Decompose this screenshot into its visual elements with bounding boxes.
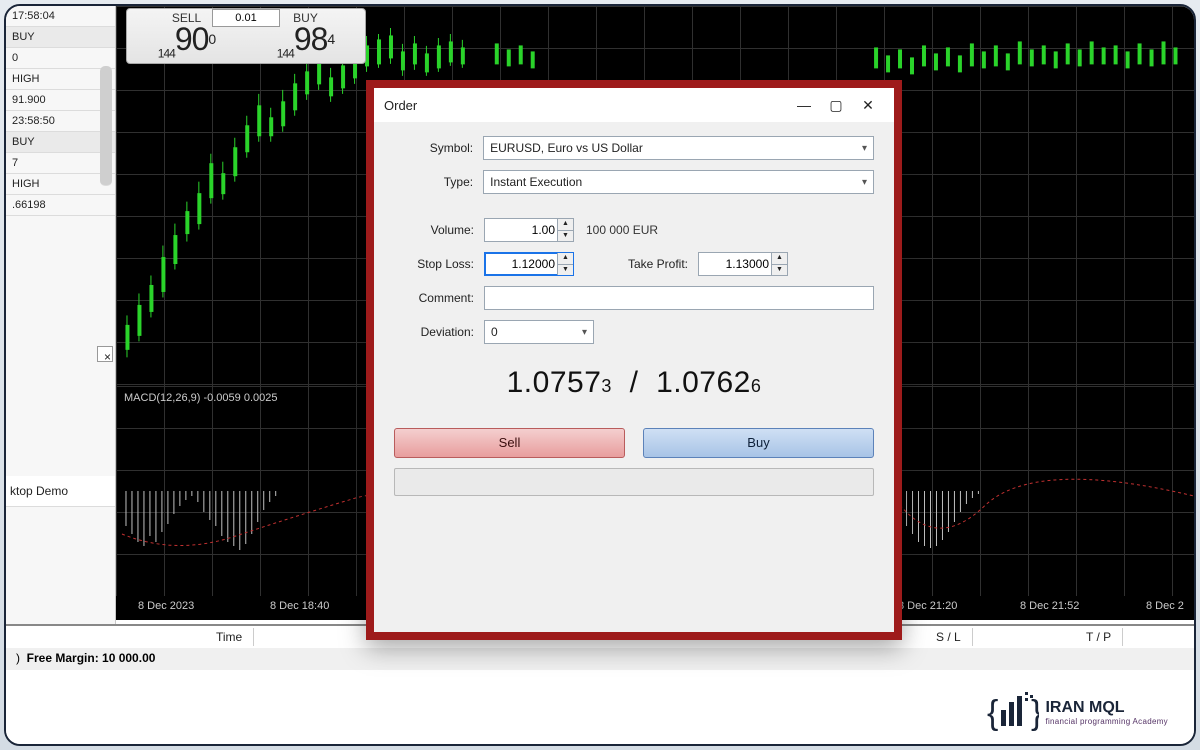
one-click-volume[interactable]: 0.01 (212, 9, 280, 27)
time-tick: 8 Dec 2 (1146, 600, 1184, 612)
symbol-value: EURUSD, Euro vs US Dollar (490, 141, 643, 155)
time-tick: 8 Dec 2023 (138, 600, 194, 612)
mw-buy-cell[interactable]: BUY (6, 132, 115, 153)
close-icon[interactable]: × (97, 346, 113, 362)
mw-time: 23:58:50 (6, 111, 115, 132)
quote-display: 1.07573 / 1.07626 (394, 366, 874, 400)
account-label: ktop Demo (6, 476, 115, 507)
svg-text:}: } (1031, 694, 1039, 732)
chevron-down-icon: ▾ (862, 143, 867, 154)
col-sl: S / L (936, 630, 961, 644)
order-dialog: Order — ▢ ✕ Symbol: EURUSD, Euro vs US D… (374, 88, 894, 632)
mw-buy-cell[interactable]: BUY (6, 27, 115, 48)
spin-up-icon[interactable]: ▲ (771, 253, 787, 265)
time-tick: 8 Dec 21:20 (898, 600, 957, 612)
mw-high: HIGH (6, 69, 115, 90)
tp-label: Take Profit: (598, 257, 688, 271)
tp-spinner[interactable]: ▲▼ (698, 252, 788, 276)
mw-high: HIGH (6, 174, 115, 195)
sell-price: 144900 (127, 25, 246, 67)
dialog-titlebar[interactable]: Order — ▢ ✕ (374, 88, 894, 122)
free-margin-label: Free Margin: (27, 651, 99, 665)
deviation-value: 0 (491, 325, 498, 339)
spin-down-icon[interactable]: ▼ (557, 231, 573, 242)
symbol-select[interactable]: EURUSD, Euro vs US Dollar ▾ (483, 136, 874, 160)
status-bar: ) Free Margin: 10 000.00 (6, 648, 1194, 670)
spin-down-icon[interactable]: ▼ (557, 265, 573, 276)
logo-text: IRAN MQL (1045, 699, 1124, 716)
brand-logo: { } IRAN MQL financial programming Acade… (987, 692, 1168, 732)
deviation-label: Deviation: (394, 325, 474, 339)
spin-up-icon[interactable]: ▲ (557, 253, 573, 265)
comment-label: Comment: (394, 291, 474, 305)
logo-icon: { } (987, 692, 1039, 732)
app-frame: SELL 144900 0.01 BUY 144984 MACD(12,26,9… (4, 4, 1196, 746)
type-label: Type: (394, 175, 473, 189)
chevron-down-icon: ▾ (582, 327, 587, 338)
minimize-icon[interactable]: — (788, 97, 820, 113)
mw-value: 0 (6, 48, 115, 69)
spin-up-icon[interactable]: ▲ (557, 219, 573, 231)
buy-price: 144984 (246, 25, 365, 67)
macd-label: MACD(12,26,9) -0.0059 0.0025 (124, 392, 277, 404)
type-value: Instant Execution (490, 175, 582, 189)
mw-price: 91.900 (6, 90, 115, 111)
volume-label: Volume: (394, 223, 474, 237)
sell-button[interactable]: Sell (394, 428, 625, 458)
mw-value: 7 (6, 153, 115, 174)
one-click-panel: SELL 144900 0.01 BUY 144984 (126, 8, 366, 64)
spin-down-icon[interactable]: ▼ (771, 265, 787, 276)
mw-time: 17:58:04 (6, 6, 115, 27)
sl-spinner[interactable]: ▲▼ (484, 252, 574, 276)
volume-spinner[interactable]: ▲▼ (484, 218, 574, 242)
col-time: Time (216, 630, 242, 644)
chevron-down-icon: ▾ (862, 177, 867, 188)
sl-label: Stop Loss: (394, 257, 474, 271)
comment-input[interactable] (484, 286, 874, 310)
close-icon[interactable]: ✕ (852, 97, 884, 114)
buy-button[interactable]: Buy (643, 428, 874, 458)
disabled-button (394, 468, 874, 496)
time-tick: 8 Dec 18:40 (270, 600, 329, 612)
volume-hint: 100 000 EUR (586, 223, 658, 237)
scrollbar-thumb[interactable] (100, 66, 112, 186)
deviation-select[interactable]: 0 ▾ (484, 320, 594, 344)
logo-subtitle: financial programming Academy (1045, 717, 1168, 726)
market-watch-panel: 17:58:04 BUY 0 HIGH 91.900 23:58:50 BUY … (6, 6, 116, 624)
dialog-title: Order (384, 98, 788, 113)
col-tp: T / P (1086, 630, 1111, 644)
svg-text:{: { (987, 694, 998, 732)
free-margin-value: 10 000.00 (102, 651, 155, 665)
order-dialog-frame: Order — ▢ ✕ Symbol: EURUSD, Euro vs US D… (366, 80, 902, 640)
maximize-icon[interactable]: ▢ (820, 97, 852, 114)
symbol-label: Symbol: (394, 141, 473, 155)
type-select[interactable]: Instant Execution ▾ (483, 170, 874, 194)
mw-price: .66198 (6, 195, 115, 216)
time-tick: 8 Dec 21:52 (1020, 600, 1079, 612)
